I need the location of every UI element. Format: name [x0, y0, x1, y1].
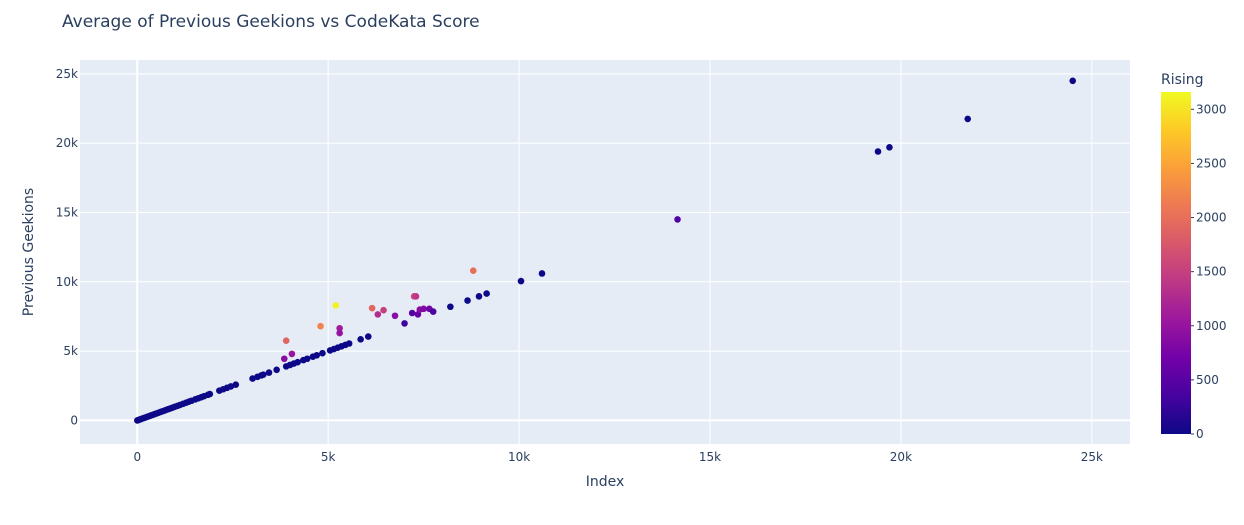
data-point[interactable] [374, 311, 382, 318]
data-point[interactable] [288, 350, 296, 358]
data-point[interactable] [538, 270, 546, 277]
data-point[interactable] [303, 355, 311, 363]
data-point[interactable] [357, 336, 364, 343]
data-point[interactable] [368, 304, 376, 312]
colorbar-title: Rising [1161, 72, 1204, 88]
data-point[interactable] [464, 297, 471, 304]
data-point[interactable] [227, 383, 235, 390]
data-point[interactable] [265, 369, 273, 376]
data-point[interactable] [964, 115, 972, 123]
axis-ticks: 0 5k 10k 15k 20k 25k 0 5k 10k 15k 20k 25k [56, 67, 1103, 464]
data-point[interactable] [345, 340, 353, 347]
x-tick-label: 15k [699, 450, 721, 464]
data-point[interactable] [249, 375, 256, 382]
data-point[interactable] [294, 358, 301, 366]
data-point[interactable] [206, 390, 214, 398]
data-point[interactable] [674, 216, 681, 223]
data-point[interactable] [232, 381, 240, 388]
x-tick-label: 20k [890, 450, 912, 464]
y-tick-label: 5k [63, 344, 78, 358]
data-point[interactable] [380, 306, 387, 314]
x-tick-label: 0 [133, 450, 141, 464]
colorbar-tick-label: 1000 [1196, 319, 1227, 333]
y-axis-title: Previous Geekions [21, 188, 37, 316]
data-point[interactable] [317, 322, 324, 330]
x-tick-label: 10k [508, 450, 530, 464]
x-axis-title: Index [586, 474, 625, 490]
colorbar-tick-label: 3000 [1196, 102, 1227, 116]
colorbar-gradient [1161, 92, 1191, 434]
colorbar-tick-label: 500 [1196, 373, 1219, 387]
y-tick-label: 25k [56, 67, 78, 81]
x-tick-label: 5k [321, 450, 336, 464]
data-point[interactable] [886, 144, 893, 151]
y-tick-label: 20k [56, 136, 78, 150]
data-point[interactable] [273, 366, 280, 374]
data-point[interactable] [475, 293, 483, 300]
data-points[interactable] [133, 77, 1077, 424]
data-point[interactable] [401, 320, 408, 327]
data-point[interactable] [447, 303, 454, 311]
y-tick-label: 10k [56, 275, 78, 289]
data-point[interactable] [364, 333, 372, 340]
colorbar-tick-label: 2000 [1196, 211, 1227, 225]
data-point[interactable] [336, 324, 343, 332]
colorbar: Rising 0 500 1000 1500 2000 2500 3000 [1161, 72, 1227, 441]
data-point[interactable] [874, 148, 882, 155]
grid-lines [80, 60, 1130, 444]
data-point[interactable] [332, 302, 340, 309]
colorbar-tick-label: 0 [1196, 427, 1204, 441]
data-point[interactable] [517, 277, 525, 285]
chart-title: Average of Previous Geekions vs CodeKata… [62, 12, 480, 32]
data-point[interactable] [282, 337, 290, 345]
y-tick-label: 0 [70, 413, 78, 427]
data-point[interactable] [319, 349, 326, 357]
data-point[interactable] [429, 308, 437, 315]
data-point[interactable] [412, 293, 420, 300]
data-point[interactable] [469, 267, 477, 275]
data-point[interactable] [483, 290, 490, 297]
y-tick-label: 15k [56, 205, 78, 219]
data-point[interactable] [391, 312, 399, 320]
data-point[interactable] [1069, 77, 1077, 85]
data-point[interactable] [336, 329, 343, 337]
colorbar-tick-label: 1500 [1196, 265, 1227, 279]
data-point[interactable] [280, 355, 288, 363]
data-point[interactable] [313, 351, 321, 359]
data-point[interactable] [420, 305, 427, 313]
data-point[interactable] [408, 309, 416, 317]
data-point[interactable] [259, 371, 267, 378]
colorbar-tick-label: 2500 [1196, 156, 1227, 170]
x-tick-label: 25k [1081, 450, 1103, 464]
